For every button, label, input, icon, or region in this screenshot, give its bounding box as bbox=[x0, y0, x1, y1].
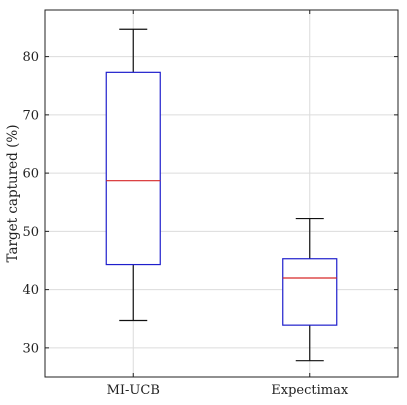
x-tick-label-0: MI-UCB bbox=[107, 383, 160, 398]
y-axis: 30 40 50 60 70 80 bbox=[22, 50, 398, 356]
x-axis: MI-UCB Expectimax bbox=[107, 10, 349, 398]
x-tick-label-1: Expectimax bbox=[271, 383, 349, 398]
box-iqr-0 bbox=[105, 71, 161, 266]
y-tick-label-30: 30 bbox=[22, 341, 39, 356]
y-tick-label-40: 40 bbox=[22, 283, 39, 298]
plot-frame bbox=[44, 9, 399, 378]
y-tick-label-80: 80 bbox=[22, 50, 39, 65]
box-series bbox=[105, 28, 338, 362]
y-tick-label-50: 50 bbox=[22, 225, 39, 240]
box-iqr-1 bbox=[282, 258, 338, 326]
y-tick-label-60: 60 bbox=[22, 167, 39, 182]
grid-lines bbox=[45, 10, 398, 377]
y-tick-label-70: 70 bbox=[22, 108, 39, 123]
y-axis-label: Target captured (%) bbox=[5, 125, 21, 263]
box-0 bbox=[105, 28, 161, 322]
box-1 bbox=[282, 217, 338, 362]
